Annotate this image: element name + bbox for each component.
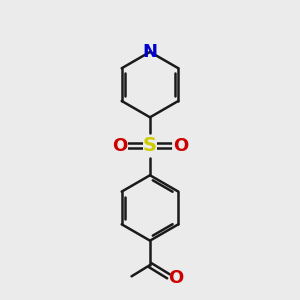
Text: S: S [143,136,157,155]
Text: N: N [142,43,158,61]
Text: O: O [169,269,184,287]
Text: O: O [173,136,188,154]
Text: O: O [112,136,127,154]
